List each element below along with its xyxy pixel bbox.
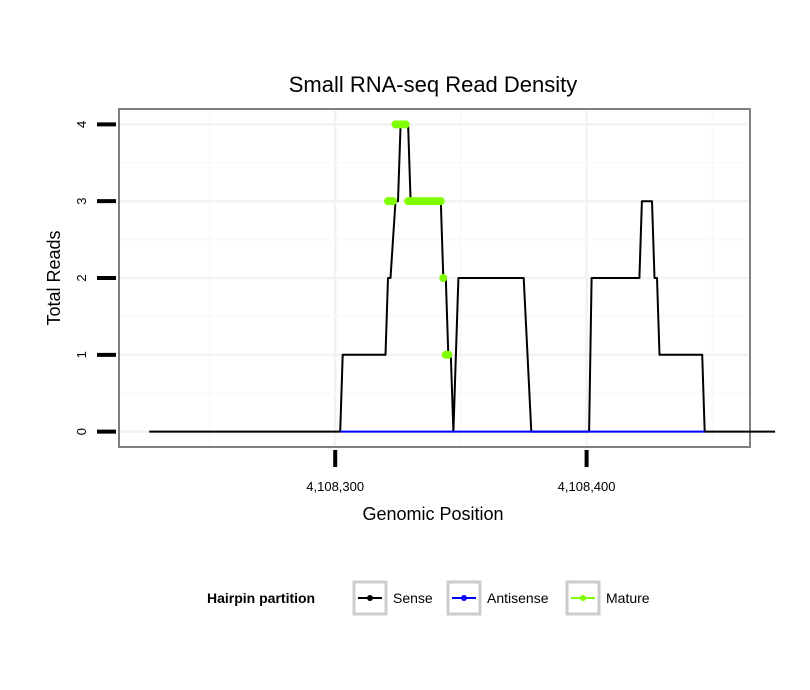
x-axis-title: Genomic Position xyxy=(362,504,503,524)
y-tick-label: 0 xyxy=(74,428,89,435)
y-axis-title: Total Reads xyxy=(44,230,64,325)
legend-item-mature: Mature xyxy=(565,580,650,616)
mature-point xyxy=(401,120,410,129)
legend-point-sense xyxy=(367,595,373,601)
legend-title: Hairpin partition xyxy=(207,590,315,606)
legend-label-sense: Sense xyxy=(393,590,433,606)
legend-label-antisense: Antisense xyxy=(487,590,549,606)
mature-point xyxy=(389,197,398,206)
x-tick-label: 4,108,300 xyxy=(306,479,364,494)
legend-point-antisense xyxy=(461,595,467,601)
legend-point-mature xyxy=(580,595,586,601)
y-tick-label: 1 xyxy=(74,351,89,358)
mature-point xyxy=(439,274,448,282)
series-layer xyxy=(149,120,776,433)
y-tick-label: 3 xyxy=(74,198,89,205)
mature-point xyxy=(444,350,453,359)
y-tick-label: 4 xyxy=(74,121,89,128)
x-tick-label: 4,108,400 xyxy=(558,479,616,494)
chart-title: Small RNA-seq Read Density xyxy=(289,72,578,97)
legend-label-mature: Mature xyxy=(606,590,650,606)
mature-point xyxy=(436,197,445,206)
y-tick-label: 2 xyxy=(74,274,89,281)
legend-item-sense: Sense xyxy=(352,580,433,616)
axes: 0 1 2 3 4 4,108,300 4,108,400 xyxy=(74,121,616,494)
legend-item-antisense: Antisense xyxy=(446,580,549,616)
legend: Hairpin partition Sense Antisense Mature xyxy=(207,580,650,616)
